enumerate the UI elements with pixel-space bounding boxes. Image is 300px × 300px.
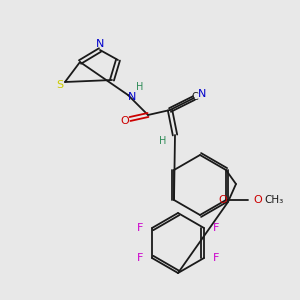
Text: H: H [159, 136, 167, 146]
Text: F: F [137, 253, 143, 263]
Text: O: O [254, 195, 262, 205]
Text: H: H [136, 82, 144, 92]
Text: C: C [192, 92, 198, 102]
Text: N: N [96, 39, 104, 49]
Text: N: N [198, 89, 206, 99]
Text: O: O [121, 116, 129, 126]
Text: N: N [128, 92, 136, 102]
Text: S: S [56, 80, 64, 90]
Text: O: O [219, 195, 227, 205]
Text: F: F [213, 253, 219, 263]
Text: F: F [213, 223, 219, 233]
Text: F: F [137, 223, 143, 233]
Text: CH₃: CH₃ [264, 195, 284, 205]
